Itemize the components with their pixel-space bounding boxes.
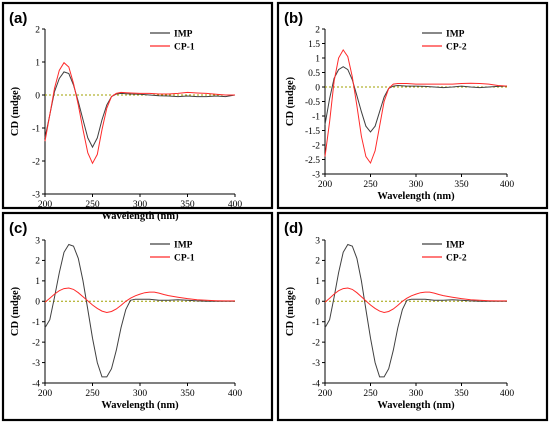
y-tick-label: 0: [315, 83, 320, 93]
y-tick-label: -2: [312, 141, 320, 151]
legend-label-cp-2: CP-2: [446, 43, 467, 53]
panel-frame: [276, 1, 549, 210]
y-tick-label: -0.5: [305, 98, 320, 108]
y-tick-label: 0: [35, 298, 40, 308]
x-axis-title: Wavelength (nm): [101, 400, 179, 411]
series-line-imp: [44, 243, 235, 378]
y-tick-label: -1.5: [305, 127, 320, 137]
x-axis-title: Wavelength (nm): [377, 191, 455, 202]
panel-label: (c): [9, 220, 27, 237]
x-tick-label: 300: [133, 389, 148, 399]
y-tick-label: 3: [315, 236, 320, 246]
y-tick-label: 1.5: [308, 40, 320, 50]
y-tick-label: -2: [32, 157, 40, 167]
x-tick-label: 250: [363, 180, 378, 190]
panel-label: (a): [9, 10, 27, 27]
y-tick-label: 2: [35, 25, 40, 35]
y-tick-label: -1: [32, 318, 40, 328]
y-tick-label: -2: [32, 338, 40, 348]
x-tick-label: 200: [38, 389, 53, 399]
y-tick-label: 1: [35, 58, 40, 68]
chart-panel-d: (d) -4 -3 -2 -1 0 1 2 3 200 250 300 350 400 Wavelength…: [276, 211, 549, 422]
y-axis-title: CD (mdge): [285, 76, 296, 126]
x-tick-label: 250: [85, 200, 100, 210]
legend-label-cp-1: CP-1: [174, 254, 195, 264]
x-tick-label: 250: [85, 389, 100, 399]
y-tick-label: 1: [35, 277, 40, 287]
y-tick-label: -3: [312, 359, 320, 369]
x-tick-label: 300: [409, 180, 424, 190]
panel-frame: [1, 1, 274, 210]
x-tick-label: 350: [180, 200, 195, 210]
y-tick-label: 1: [315, 54, 320, 64]
y-tick-label: -1: [32, 124, 40, 134]
x-tick-label: 350: [454, 180, 469, 190]
legend-label-imp: IMP: [174, 241, 193, 251]
y-tick-label: 0.5: [308, 69, 320, 79]
x-axis-title: Wavelength (nm): [101, 211, 179, 222]
y-tick-label: -3: [312, 170, 320, 180]
x-tick-label: 200: [38, 200, 53, 210]
x-tick-label: 300: [409, 389, 424, 399]
y-tick-label: 0: [315, 298, 320, 308]
y-tick-label: 3: [35, 236, 40, 246]
x-tick-label: 400: [228, 200, 243, 210]
x-tick-label: 250: [363, 389, 378, 399]
x-tick-label: 400: [500, 180, 515, 190]
x-tick-label: 300: [133, 200, 148, 210]
series-line-cp-2: [324, 48, 508, 165]
y-tick-label: 0: [35, 91, 40, 101]
legend-label-imp: IMP: [446, 30, 465, 40]
y-tick-label: -2.5: [305, 156, 320, 166]
legend-label-imp: IMP: [446, 241, 465, 251]
y-tick-label: -2: [312, 338, 320, 348]
legend-label-cp-2: CP-2: [446, 254, 467, 264]
x-tick-label: 400: [228, 389, 243, 399]
y-axis-title: CD (mdge): [10, 86, 21, 136]
chart-panel-a: (a) -3 -2 -1 0 1 2 200 250 300 350 400 Wavelength (n…: [1, 1, 274, 222]
y-tick-label: -3: [32, 359, 40, 369]
y-tick-label: -4: [32, 379, 40, 389]
y-tick-label: -4: [312, 379, 320, 389]
series-line-cp-2: [324, 287, 507, 314]
x-axis-title: Wavelength (nm): [377, 400, 455, 411]
legend-label-imp: IMP: [174, 30, 193, 40]
panel-frame: [276, 211, 549, 422]
x-tick-label: 200: [318, 389, 333, 399]
y-axis-title: CD (mdge): [285, 286, 296, 336]
x-tick-label: 400: [500, 389, 515, 399]
y-tick-label: -3: [32, 190, 40, 200]
chart-panel-b: (b) -3 -2.5 -2 -1.5 -1 -0.5 0 0.5 1 1.5 2 200 250 300 3…: [276, 1, 549, 210]
y-tick-label: 1: [315, 277, 320, 287]
x-tick-label: 350: [180, 389, 195, 399]
panel-label: (d): [284, 220, 303, 237]
x-tick-label: 350: [454, 389, 469, 399]
series-line-cp-1: [44, 287, 235, 314]
panel-label: (b): [284, 10, 303, 27]
legend-label-cp-1: CP-1: [174, 43, 195, 53]
series-line-imp: [324, 243, 507, 378]
series-line-cp-1: [44, 61, 235, 165]
y-axis-title: CD (mdge): [10, 286, 21, 336]
y-tick-label: -1: [312, 112, 320, 122]
x-tick-label: 200: [318, 180, 333, 190]
y-tick-label: 2: [315, 257, 320, 267]
y-tick-label: 2: [315, 25, 320, 35]
y-tick-label: 2: [35, 257, 40, 267]
chart-panel-c: (c) -4 -3 -2 -1 0 1 2 3 200 250 300 350 400 Wavelength…: [1, 211, 274, 422]
panel-frame: [1, 211, 274, 422]
y-tick-label: -1: [312, 318, 320, 328]
